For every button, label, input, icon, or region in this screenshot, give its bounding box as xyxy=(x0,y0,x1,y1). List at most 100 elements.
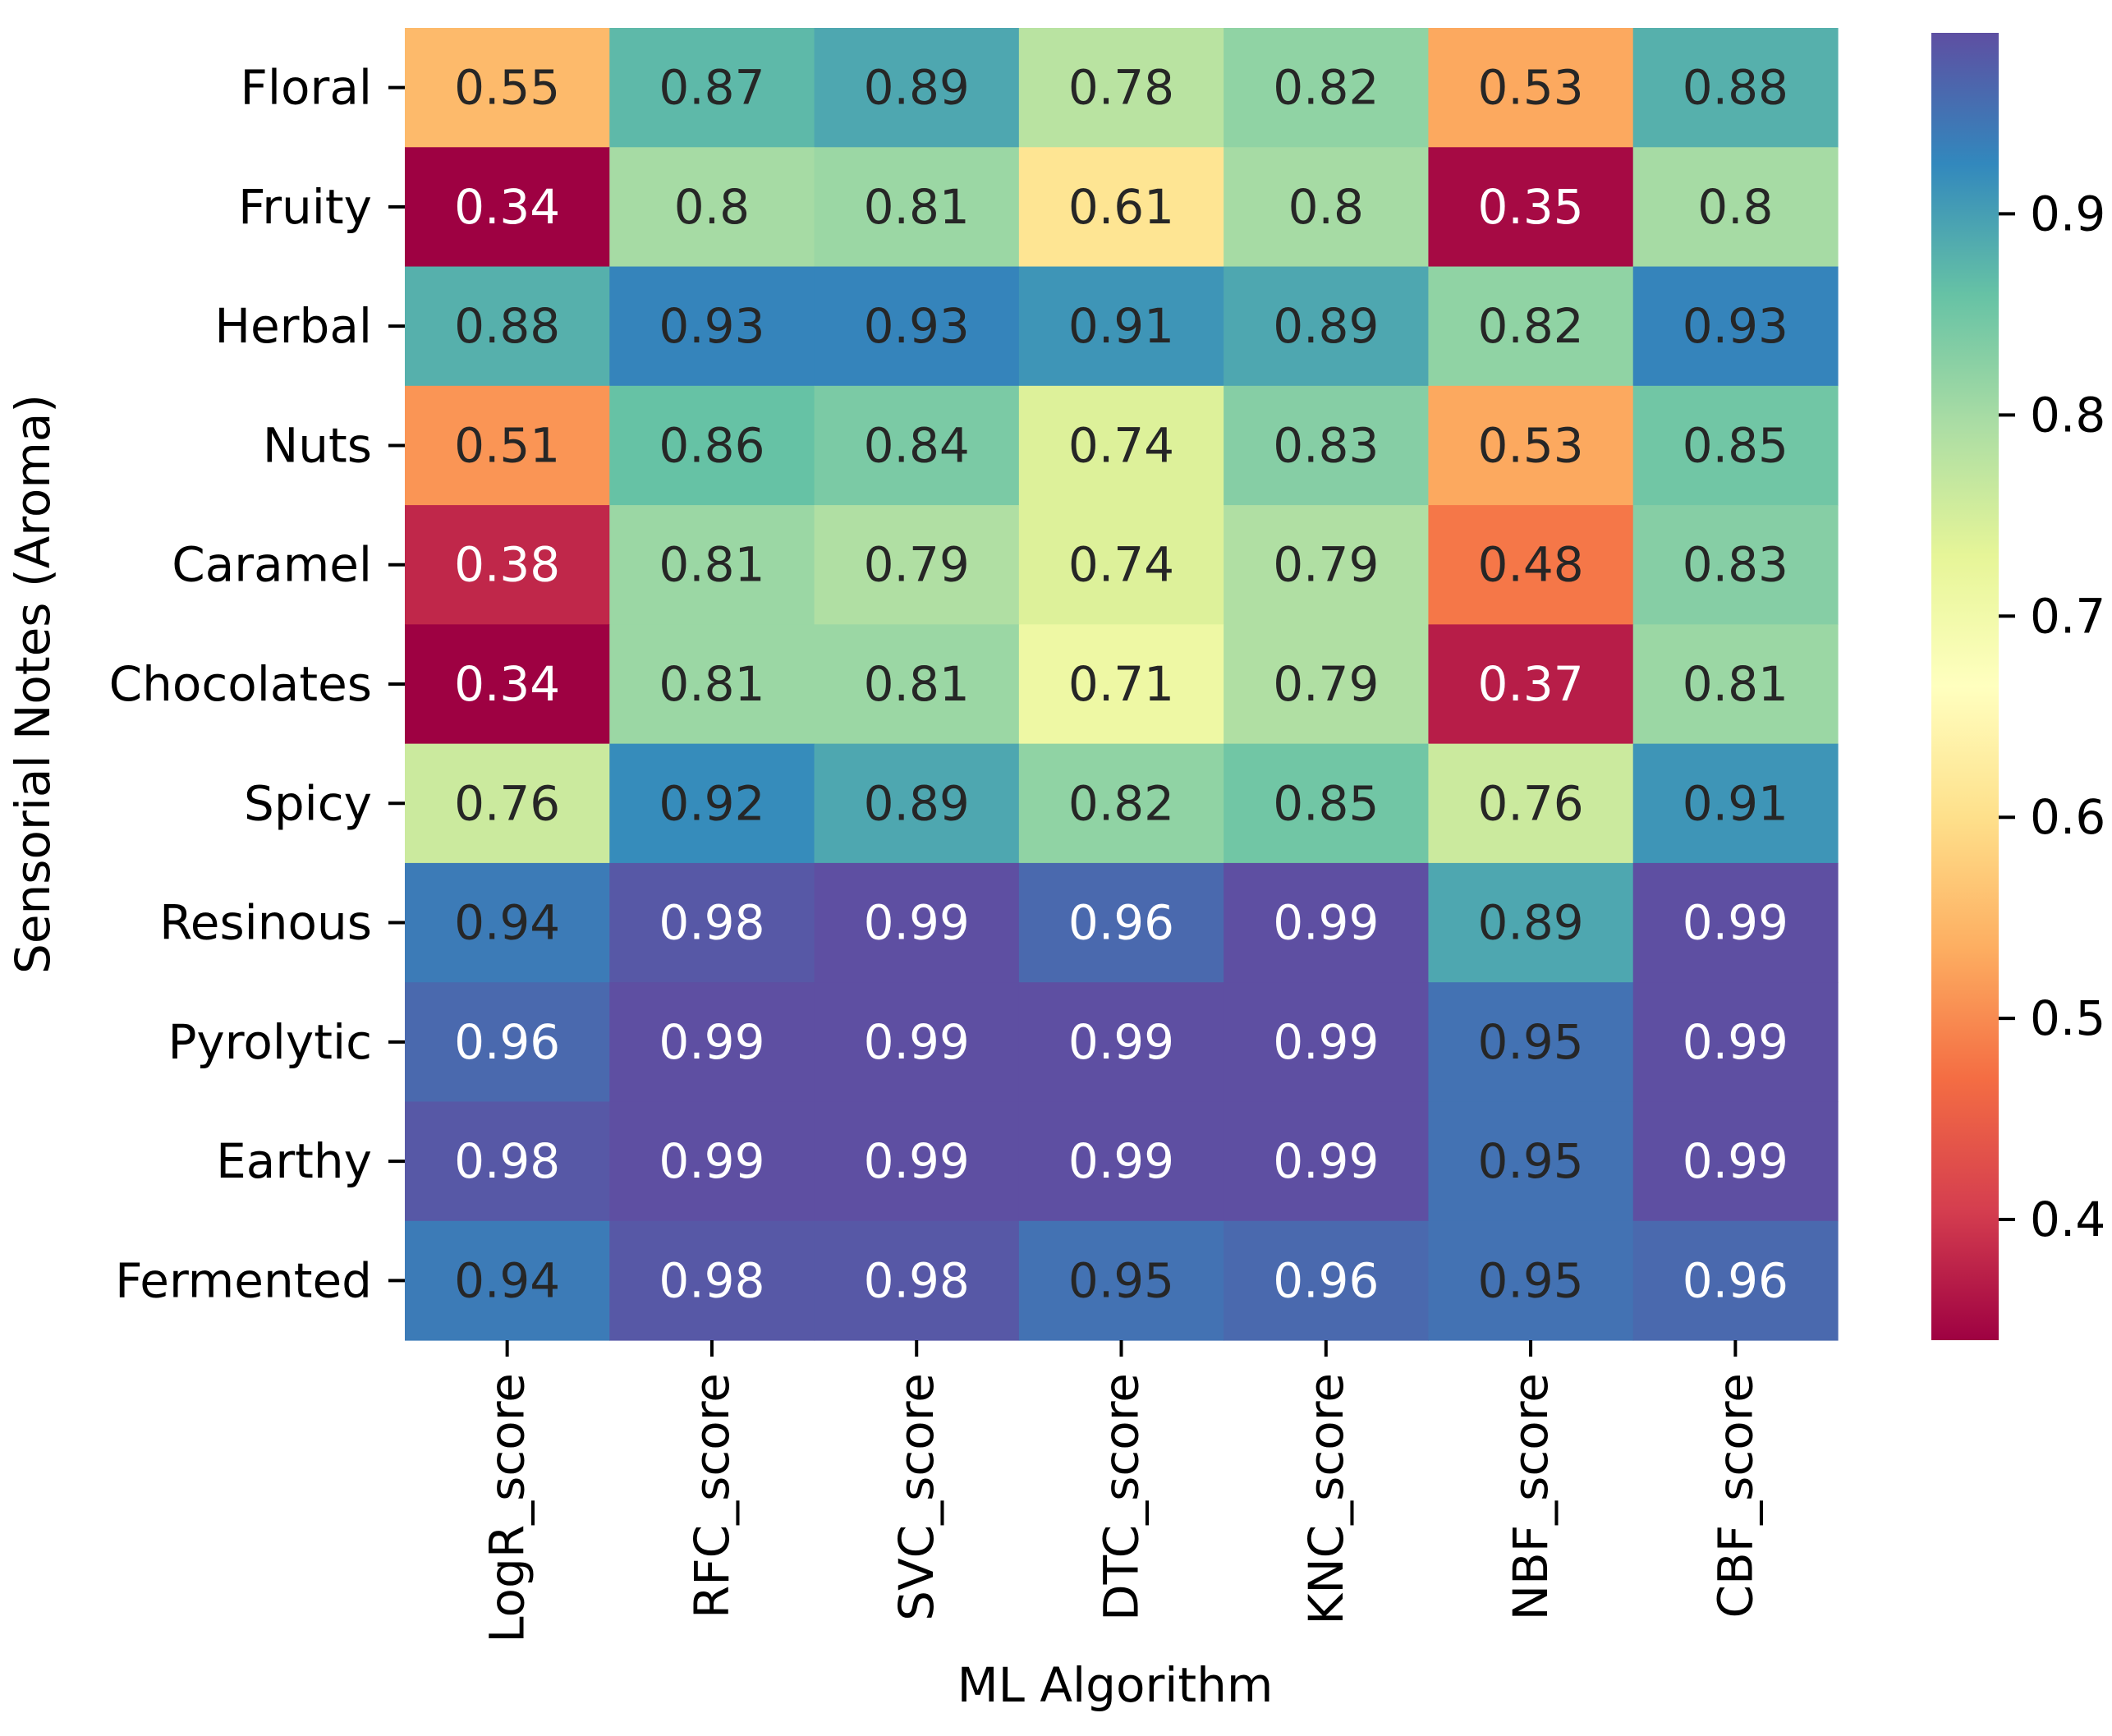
heatmap-cell xyxy=(405,385,610,506)
cell-value-label: 0.99 xyxy=(864,895,970,951)
x-tick-label: RFC_score xyxy=(684,1373,740,1619)
y-tick-label: Fruity xyxy=(238,179,372,235)
cell-value-label: 0.78 xyxy=(1068,60,1174,116)
cell-value-label: 0.99 xyxy=(1273,1133,1379,1189)
heatmap-cell xyxy=(405,266,610,387)
cell-value-label: 0.94 xyxy=(454,895,560,951)
heatmap-cell xyxy=(1018,624,1224,745)
cell-value-label: 0.82 xyxy=(1068,775,1174,831)
colorbar: 0.4 0.5 0.6 0.7 0.8 0.9 xyxy=(1931,33,2105,1340)
cell-value-label: 0.88 xyxy=(454,298,560,354)
colorbar-tick-label: 0.4 xyxy=(2030,1192,2105,1247)
heatmap-cell xyxy=(1632,28,1839,148)
heatmap-cell xyxy=(1632,505,1839,625)
heatmap-cell xyxy=(405,982,610,1103)
cell-value-label: 0.85 xyxy=(1273,775,1379,831)
heatmap-cell xyxy=(1632,862,1839,983)
cell-value-label: 0.88 xyxy=(1683,60,1788,116)
cell-value-label: 0.8 xyxy=(674,179,750,235)
heatmap-cell xyxy=(1632,266,1839,387)
cell-value-label: 0.34 xyxy=(454,179,560,235)
heatmap-cell xyxy=(1018,147,1224,268)
heatmap-cell xyxy=(609,505,815,625)
heatmap-cell xyxy=(814,505,1020,625)
cell-value-label: 0.76 xyxy=(1478,775,1584,831)
heatmap-cell xyxy=(1428,28,1634,148)
heatmap-cell xyxy=(814,624,1020,745)
heatmap-cell xyxy=(609,147,815,268)
heatmap-cell xyxy=(405,624,610,745)
y-tick-label: Herbal xyxy=(214,298,372,354)
y-tick-label: Nuts xyxy=(263,417,372,473)
colorbar-scale xyxy=(1931,33,1999,1340)
cell-value-label: 0.87 xyxy=(659,60,764,116)
y-axis-title: Sensorial Notes (Aroma) xyxy=(5,394,61,974)
heatmap-cell xyxy=(609,982,815,1103)
cell-value-label: 0.95 xyxy=(1068,1252,1174,1308)
heatmap-cell xyxy=(1224,1220,1430,1341)
cell-value-label: 0.84 xyxy=(864,417,970,473)
cell-value-label: 0.99 xyxy=(1683,1014,1788,1070)
cell-value-label: 0.99 xyxy=(1068,1014,1174,1070)
heatmap-cell xyxy=(1428,1101,1634,1222)
y-tick-label: Earthy xyxy=(216,1133,372,1189)
cell-value-label: 0.8 xyxy=(1288,179,1364,235)
heatmap-cell xyxy=(1632,385,1839,506)
heatmap-cell xyxy=(609,385,815,506)
cell-value-label: 0.96 xyxy=(454,1014,560,1070)
cell-value-label: 0.98 xyxy=(659,1252,764,1308)
heatmap-cell xyxy=(1018,385,1224,506)
heatmap-cell xyxy=(609,1220,815,1341)
cell-value-label: 0.74 xyxy=(1068,417,1174,473)
cell-value-label: 0.79 xyxy=(1273,537,1379,593)
y-tick-label: Spicy xyxy=(244,775,372,831)
cell-value-label: 0.99 xyxy=(659,1133,764,1189)
cell-value-label: 0.89 xyxy=(864,775,970,831)
y-tick-label: Caramel xyxy=(172,537,372,593)
cell-value-label: 0.89 xyxy=(1273,298,1379,354)
heatmap-cell xyxy=(1018,505,1224,625)
x-tick-label: SVC_score xyxy=(888,1373,944,1621)
cell-value-label: 0.81 xyxy=(659,656,764,712)
heatmap-cell xyxy=(1224,743,1430,864)
cell-value-label: 0.99 xyxy=(1068,1133,1174,1189)
x-tick-label: DTC_score xyxy=(1094,1373,1150,1621)
heatmap-cell xyxy=(1632,982,1839,1103)
heatmap-cell xyxy=(1632,1101,1839,1222)
heatmap-cells xyxy=(405,28,1839,1341)
cell-value-label: 0.93 xyxy=(1683,298,1788,354)
heatmap-cell xyxy=(1632,624,1839,745)
heatmap-cell xyxy=(1428,743,1634,864)
heatmap-cell xyxy=(1428,982,1634,1103)
heatmap-cell xyxy=(1428,385,1634,506)
heatmap-cell xyxy=(1632,1220,1839,1341)
heatmap-cell xyxy=(1224,385,1430,506)
heatmap-cell xyxy=(1428,862,1634,983)
cell-value-label: 0.48 xyxy=(1478,537,1584,593)
cell-value-label: 0.51 xyxy=(454,417,560,473)
cell-value-label: 0.99 xyxy=(1683,895,1788,951)
cell-value-label: 0.81 xyxy=(864,656,970,712)
heatmap-cell xyxy=(609,266,815,387)
cell-value-label: 0.38 xyxy=(454,537,560,593)
cell-value-label: 0.82 xyxy=(1273,60,1379,116)
y-tick-label: Chocolates xyxy=(109,656,372,712)
cell-value-label: 0.92 xyxy=(659,775,764,831)
cell-value-label: 0.81 xyxy=(659,537,764,593)
cell-value-label: 0.53 xyxy=(1478,417,1584,473)
cell-value-label: 0.96 xyxy=(1273,1252,1379,1308)
cell-value-label: 0.91 xyxy=(1683,775,1788,831)
cell-value-label: 0.86 xyxy=(659,417,764,473)
heatmap-cell xyxy=(1224,624,1430,745)
cell-value-label: 0.83 xyxy=(1273,417,1379,473)
heatmap-cell xyxy=(405,1220,610,1341)
y-tick-label: Fermented xyxy=(115,1252,372,1308)
x-tick-label: KNC_score xyxy=(1298,1373,1354,1625)
heatmap-cell xyxy=(609,862,815,983)
x-axis: LogR_score RFC_score SVC_score DTC_score KNC… xyxy=(480,1340,1763,1643)
colorbar-tick-label: 0.8 xyxy=(2030,387,2105,443)
cell-value-label: 0.81 xyxy=(864,179,970,235)
x-tick-label: LogR_score xyxy=(480,1373,535,1643)
heatmap-cell xyxy=(1018,982,1224,1103)
cell-value-label: 0.83 xyxy=(1683,537,1788,593)
